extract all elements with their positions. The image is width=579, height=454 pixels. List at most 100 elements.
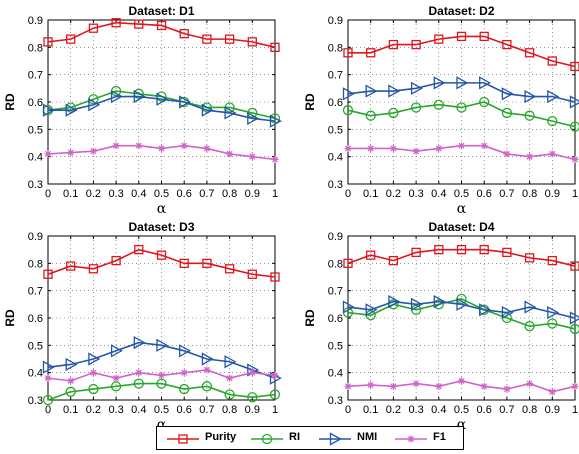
data-point-f1 [248,369,256,377]
data-point-nmi [342,87,355,101]
subplot-title: Dataset: D2 [428,4,494,18]
data-point-nmi [501,305,514,320]
data-point-nmi [88,98,101,112]
data-point-ri [342,105,354,116]
series-line-purity [347,248,576,267]
data-point-nmi [524,89,537,104]
x-tick-label: 0.8 [222,188,237,200]
data-point-ri [365,110,376,121]
data-point-nmi [365,84,378,98]
y-tick-label: 0.5 [28,340,43,352]
x-axis-label: α [457,201,467,217]
y-tick-label: 0.9 [28,15,43,27]
x-tick-label: 0.7 [199,404,214,416]
data-point-f1 [389,382,397,390]
data-point-ri [42,394,54,406]
grid [348,236,575,400]
y-tick-label: 0.6 [28,313,43,325]
x-tick-label: 0.3 [108,404,123,416]
legend-marker-nmi [329,432,342,446]
series-f1 [44,142,279,163]
data-point-purity [366,250,376,260]
data-point-f1 [248,153,256,161]
data-point-ri [456,102,467,113]
y-tick-label: 0.5 [328,124,343,136]
y-tick-label: 0.3 [28,179,43,191]
data-point-nmi [569,311,579,325]
data-point-purity [479,31,489,42]
legend-label-f1: F1 [433,431,446,443]
x-tick-label: 1 [572,188,578,200]
data-point-f1 [271,155,279,163]
x-tick-label: 0.6 [177,404,192,416]
data-point-f1 [180,369,188,377]
legend: Purity RI NMI F1 [156,426,464,450]
data-point-f1 [571,382,579,390]
x-tick-label: 0.1 [63,404,78,416]
data-point-purity [247,37,257,47]
data-point-purity [43,37,53,47]
y-tick-label: 0.3 [328,179,343,191]
data-point-f1 [480,382,488,390]
data-point-ri [179,383,190,395]
data-point-f1 [344,382,352,390]
x-tick-label: 0.2 [386,188,401,200]
data-point-ri [433,99,444,110]
x-tick-label: 0.4 [131,404,146,416]
x-tick-label: 0.4 [431,404,446,416]
data-point-f1 [548,388,556,396]
x-tick-label: 0.5 [154,188,169,200]
x-tick-label: 0.7 [499,404,514,416]
legend-marker-purity [178,434,188,444]
data-point-nmi [133,336,146,350]
y-axis-label: RD [303,309,317,327]
x-axis-label: α [157,417,167,433]
data-point-f1 [503,150,511,158]
x-tick-label: 1 [272,404,278,416]
x-tick-label: 1 [272,188,278,200]
data-point-purity [134,19,144,29]
y-tick-label: 0.4 [328,152,343,164]
y-tick-label: 0.7 [28,70,43,82]
legend-label-purity: Purity [205,431,237,443]
data-point-f1 [344,144,352,152]
series-ri [342,96,579,132]
data-point-purity [179,29,189,39]
series-nmi [42,89,282,128]
data-point-f1 [389,144,397,152]
data-point-f1 [226,150,234,158]
data-point-nmi [479,76,492,90]
data-point-purity [502,39,512,50]
x-tick-label: 0.5 [454,188,469,200]
data-point-purity [66,34,76,44]
x-tick-label: 1 [572,404,578,416]
data-point-f1 [44,150,52,158]
data-point-nmi [365,303,378,317]
series-ri [42,378,281,406]
data-point-f1 [67,377,75,385]
data-point-ri [224,389,235,400]
data-point-ri [569,323,579,335]
data-point-ri [479,96,490,108]
data-point-nmi [65,103,78,117]
data-point-purity [570,61,579,72]
legend-marker-f1 [407,435,415,443]
series-f1 [344,377,579,396]
x-tick-label: 0 [45,404,51,416]
y-tick-label: 0.5 [28,124,43,136]
data-point-nmi [156,338,169,352]
data-point-f1 [89,369,97,377]
series-nmi [342,76,579,109]
y-tick-label: 0.4 [328,368,343,380]
data-point-f1 [367,381,375,389]
data-point-nmi [201,352,214,366]
series-line-ri [347,298,576,330]
series-purity [343,31,579,72]
data-point-f1 [526,380,534,388]
y-tick-label: 0.9 [328,231,343,243]
subplot-title: Dataset: D1 [128,4,194,18]
data-point-purity [434,245,444,255]
data-point-f1 [158,144,165,152]
series-line-ri [47,382,276,401]
